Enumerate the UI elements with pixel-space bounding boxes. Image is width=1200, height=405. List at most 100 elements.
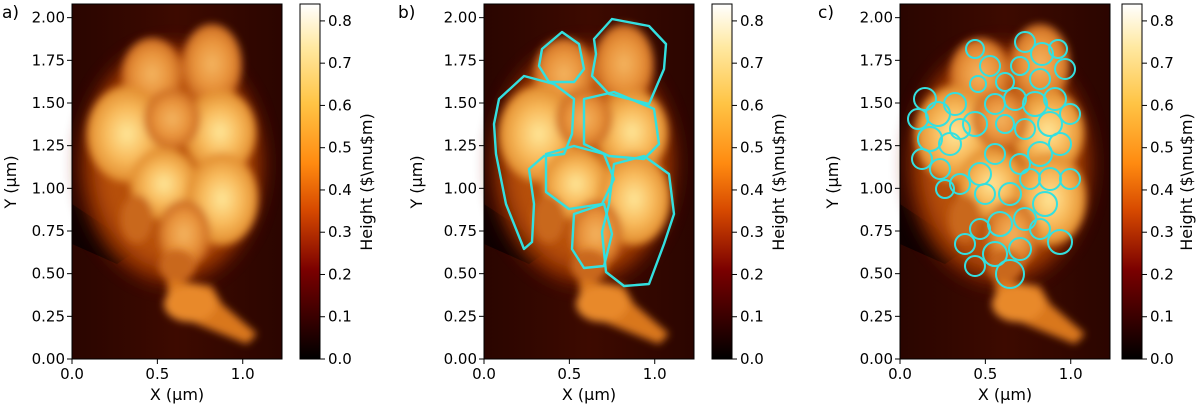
y-tick-label: 1.25 xyxy=(32,137,65,155)
grain-outline xyxy=(1003,87,1027,111)
colorbar-tick-label: 0.6 xyxy=(740,96,764,114)
colorbar-tick-label: 0.7 xyxy=(740,54,764,72)
y-tick-label: 0.25 xyxy=(860,307,893,325)
y-tick-label: 0.50 xyxy=(860,265,893,283)
x-tick-label: 0.0 xyxy=(888,365,912,383)
y-tick-label: 2.00 xyxy=(32,9,65,27)
panel-c-colorbar-ticks: 0.0 0.1 0.2 0.3 0.4 0.5 0.6 0.7 0.8 xyxy=(1142,12,1174,368)
grain-outline xyxy=(911,148,933,170)
grain-outline xyxy=(1008,237,1032,261)
x-tick-label: 1.0 xyxy=(643,365,667,383)
panel-a-x-ticks: 0.0 0.5 1.0 xyxy=(60,359,255,383)
panel-a-label: a) xyxy=(2,3,19,23)
grain-outline xyxy=(982,241,1008,267)
grain-outline xyxy=(913,87,937,111)
grain-outline xyxy=(1029,68,1051,90)
y-tick-label: 2.00 xyxy=(444,9,477,27)
panel-b-y-axis-title: Y (µm) xyxy=(407,155,426,209)
panel-c-colorbar: 0.0 0.1 0.2 0.3 0.4 0.5 0.6 0.7 0.8 Height ($\mu… xyxy=(1121,3,1196,368)
grain-outline xyxy=(954,233,976,255)
y-tick-label: 1.75 xyxy=(444,51,477,69)
grain-outline xyxy=(969,75,987,93)
y-tick-label: 1.00 xyxy=(860,179,893,197)
grain-outline xyxy=(1030,42,1054,66)
panel-a-y-ticks: 0.00 0.25 0.50 0.75 1.00 1.25 1.50 1.75 2.00 xyxy=(32,9,72,368)
grain-outline xyxy=(979,55,1001,77)
panel-a-heatmap xyxy=(71,3,283,360)
y-tick-label: 0.00 xyxy=(444,350,477,368)
x-tick-label: 1.0 xyxy=(1059,365,1083,383)
colorbar-tick-label: 0.1 xyxy=(740,308,764,326)
panel-c-label: c) xyxy=(818,3,834,23)
grain-outline xyxy=(917,126,943,152)
grain-outline xyxy=(1014,118,1036,140)
panel-c-x-ticks: 0.0 0.5 1.0 xyxy=(888,359,1083,383)
grain-outline xyxy=(1054,58,1076,80)
grain-outline xyxy=(929,158,951,180)
colorbar-tick-label: 0.0 xyxy=(328,350,352,368)
grain-outline xyxy=(984,143,1006,165)
panel-b-colorbar-title: Height ($\mu$m) xyxy=(769,113,788,251)
grain-outline xyxy=(570,202,614,270)
panel-a-x-axis-title: X (µm) xyxy=(150,385,204,404)
panel-b-x-ticks: 0.0 0.5 1.0 xyxy=(472,359,667,383)
y-tick-label: 1.75 xyxy=(860,51,893,69)
grain-outline xyxy=(995,114,1015,134)
grain-outline xyxy=(964,255,986,277)
y-tick-label: 0.25 xyxy=(32,307,65,325)
grain-outline xyxy=(544,144,616,211)
colorbar-tick-label: 0.5 xyxy=(328,139,352,157)
panel-b-grain-outlines xyxy=(492,17,676,288)
panel-b-heatmap xyxy=(483,3,695,360)
panel-b-label: b) xyxy=(398,3,415,23)
panel-c: c) 0.000.250.500.751.001.251.501.752.00 … xyxy=(818,3,1196,404)
panel-c-y-ticks: 0.00 0.25 0.50 0.75 1.00 1.25 1.50 1.75 2.00 xyxy=(860,9,900,368)
grain-outline xyxy=(590,17,668,106)
colorbar-tick-label: 0.2 xyxy=(740,265,764,283)
y-tick-label: 1.50 xyxy=(860,94,893,112)
panel-c-colorbar-title: Height ($\mu$m) xyxy=(1177,113,1196,251)
grain-outline xyxy=(1048,39,1068,59)
panel-b-colorbar: 0.0 0.1 0.2 0.3 0.4 0.5 0.6 0.7 0.8 Height ($\mu… xyxy=(711,3,788,368)
y-tick-label: 0.75 xyxy=(444,222,477,240)
grain-outline xyxy=(600,154,676,288)
panel-c-y-axis-title: Y (µm) xyxy=(823,155,842,209)
grain-outline xyxy=(1022,91,1048,117)
x-tick-label: 0.5 xyxy=(145,365,169,383)
grain-outline xyxy=(949,118,971,140)
y-tick-label: 0.00 xyxy=(860,350,893,368)
grain-outline xyxy=(1059,168,1081,190)
grain-outline xyxy=(969,218,991,240)
x-tick-label: 1.0 xyxy=(231,365,255,383)
grain-outline xyxy=(1059,103,1081,125)
panel-c-x-axis-title: X (µm) xyxy=(978,385,1032,404)
grain-outline xyxy=(935,179,955,199)
x-tick-label: 0.5 xyxy=(557,365,581,383)
y-tick-label: 1.25 xyxy=(444,137,477,155)
grain-outline xyxy=(1047,229,1073,255)
y-tick-label: 0.75 xyxy=(860,222,893,240)
colorbar-tick-label: 0.7 xyxy=(328,54,352,72)
colorbar-tick-label: 0.3 xyxy=(740,223,764,241)
colorbar-tick-label: 0.4 xyxy=(740,181,764,199)
y-tick-label: 1.00 xyxy=(32,179,65,197)
colorbar-tick-label: 0.0 xyxy=(1150,350,1174,368)
colorbar-tick-label: 0.1 xyxy=(328,308,352,326)
grain-outline xyxy=(1029,218,1051,240)
panel-a-colorbar-ticks: 0.0 0.1 0.2 0.3 0.4 0.5 0.6 0.7 0.8 xyxy=(320,12,352,368)
grain-outline xyxy=(995,72,1015,92)
panel-b-x-axis-title: X (µm) xyxy=(562,385,616,404)
y-tick-label: 0.50 xyxy=(444,265,477,283)
colorbar-tick-label: 0.4 xyxy=(1150,181,1174,199)
panel-a-colorbar-title: Height ($\mu$m) xyxy=(357,113,376,251)
panel-a: a) 0.000.250.500.751.001.251.501.752.00 … xyxy=(1,3,376,404)
grain-outline xyxy=(995,259,1025,289)
grain-outline xyxy=(537,30,586,84)
panel-b: b) 0.000.250.500.751.001.251.501.752.00 … xyxy=(398,3,788,404)
grain-outline xyxy=(492,74,576,251)
grain-outline xyxy=(1043,87,1067,111)
panel-a-colorbar: 0.0 0.1 0.2 0.3 0.4 0.5 0.6 0.7 0.8 Height ($\mu… xyxy=(299,3,376,368)
y-tick-label: 1.25 xyxy=(860,137,893,155)
colorbar-tick-label: 0.6 xyxy=(1150,96,1174,114)
